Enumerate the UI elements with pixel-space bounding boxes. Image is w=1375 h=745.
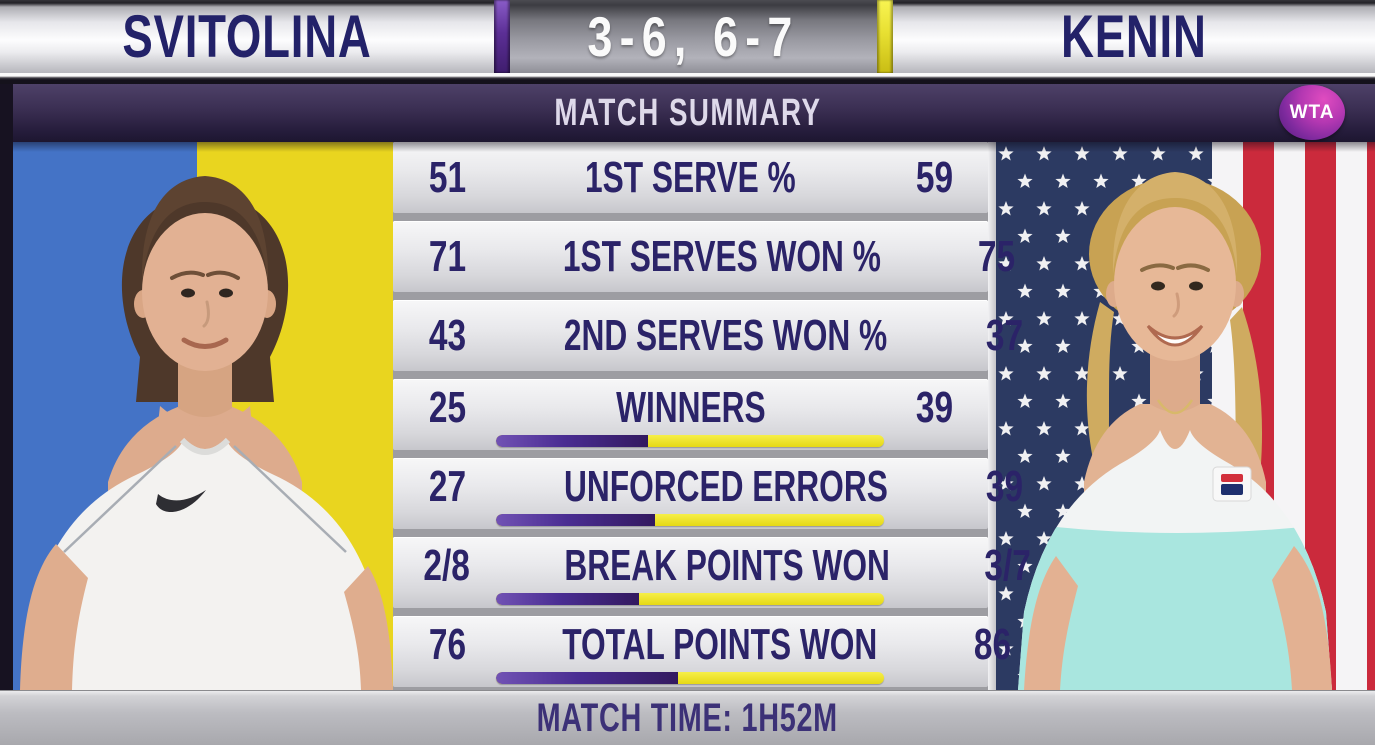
stat-bar-yellow [496,593,884,605]
smile [1146,324,1204,347]
match-summary-bar: MATCH SUMMARY WTA [0,84,1375,142]
chest-skin [156,406,254,442]
player-photo-left [20,176,393,690]
stat-value-left: 27 [428,462,466,511]
eye-left [181,288,195,298]
stat-row: 51 1ST SERVE % 59 [393,142,988,213]
stat-label: 2ND SERVES WON % [563,310,888,360]
stat-bar-purple [496,514,655,526]
eye-left [1151,281,1165,291]
eyebrow-right [206,270,240,280]
stat-bar-purple [496,672,678,684]
top-inner-shadow [0,142,1375,152]
panel-edge-highlight [988,142,996,690]
content-area: 51 1ST SERVE % 59 71 1ST SERVES WON % 75… [0,142,1375,690]
stat-value-right: 3/7 [983,541,1031,590]
stat-row: 43 2ND SERVES WON % 37 [393,300,1023,371]
arm-left [20,544,88,690]
neck [1150,352,1200,412]
collar [179,437,231,455]
stat-value-left: 2/8 [423,541,471,590]
stat-label: 1ST SERVES WON % [562,231,881,281]
player-name-left: SVITOLINA [122,3,372,70]
stat-row: 27 UNFORCED ERRORS 39 [393,458,1023,529]
divider-purple [494,0,510,73]
eye-right [1189,281,1203,291]
hair-front [141,176,269,284]
match-time-text: MATCH TIME: 1H52M [536,696,839,740]
arm-right [344,566,393,690]
shoulder-seam-left [63,445,177,553]
fila-logo-patch [1212,466,1252,502]
stat-value-right: 86 [973,620,1012,669]
match-time-bar: MATCH TIME: 1H52M [0,690,1375,745]
stat-label: WINNERS [615,383,766,432]
eye-right [219,288,233,298]
stat-value-left: 76 [428,620,466,669]
set-score: 3-6, 6-7 [587,5,800,68]
score-section: 3-6, 6-7 [510,0,877,73]
wta-logo: WTA [1279,85,1345,140]
stat-bar-purple [496,593,639,605]
wta-logo-text: WTA [1289,101,1335,123]
nose [202,300,210,328]
scoreboard-separator [0,73,1375,84]
panel-left-border [0,84,13,690]
eyebrow-left [170,270,205,280]
necklace [1156,399,1194,415]
stat-value-left: 43 [428,310,466,360]
stat-label: UNFORCED ERRORS [563,462,888,511]
player-photo-right [1018,172,1332,690]
match-summary-title: MATCH SUMMARY [553,92,822,134]
face [1114,207,1236,361]
tshirt [28,438,382,690]
stat-value-right: 39 [915,383,953,432]
stat-bar-purple [496,435,648,447]
tank-body-aqua [1018,522,1332,690]
stats-panel: 51 1ST SERVE % 59 71 1ST SERVES WON % 75… [393,142,1030,690]
stat-row: 76 TOTAL POINTS WON 86 [393,616,1011,687]
eyebrow-left [1140,263,1175,272]
stat-value-left: 51 [428,152,466,202]
scoreboard: SVITOLINA 3-6, 6-7 KENIN [0,0,1375,73]
stat-row: 25 WINNERS 39 [393,379,988,450]
stat-label: BREAK POINTS WON [564,541,890,590]
arm-right [1272,546,1332,690]
stat-value-right: 37 [985,310,1023,360]
stat-bar-yellow [496,672,884,684]
neck [178,354,232,417]
divider-yellow [877,0,893,73]
hair-front [1112,172,1238,274]
mouth [181,337,229,349]
arm-left [1024,556,1078,690]
eyebrow-right [1176,263,1210,272]
stat-value-right: 59 [915,152,953,202]
stat-row: 71 1ST SERVES WON % 75 [393,221,1015,292]
face [142,213,268,371]
nike-swoosh-icon [156,490,206,513]
player-left-section: SVITOLINA [0,0,494,73]
stat-bar-yellow [496,435,884,447]
stat-label: TOTAL POINTS WON [562,620,878,669]
shoulder-seam-right [233,445,347,553]
stat-row: 2/8 BREAK POINTS WON 3/7 [393,537,1030,608]
nose [1172,292,1180,318]
stat-bar-yellow [496,514,884,526]
stat-value-right: 39 [986,462,1024,511]
player-name-right: KENIN [1061,3,1207,70]
player-right-section: KENIN [893,0,1375,73]
stat-value-left: 71 [428,231,466,281]
stat-label: 1ST SERVE % [585,152,796,202]
stat-value-right: 75 [978,231,1016,281]
stat-value-left: 25 [428,383,466,432]
